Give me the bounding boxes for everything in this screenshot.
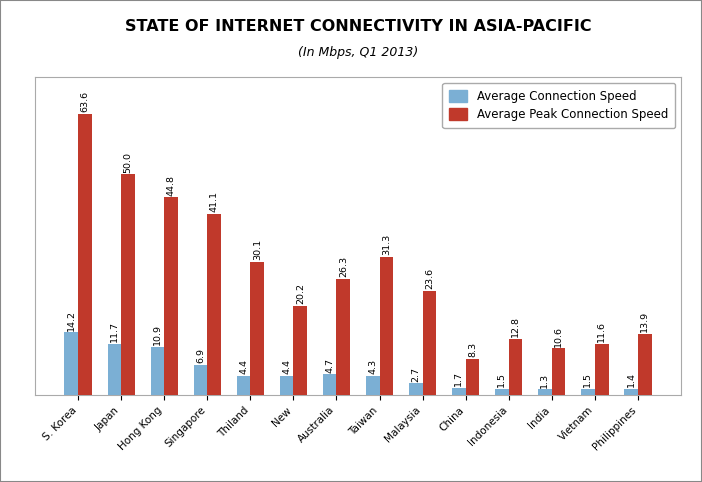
Bar — [638, 334, 651, 395]
Bar — [251, 262, 264, 395]
Bar — [538, 389, 552, 395]
Text: 1.4: 1.4 — [626, 372, 635, 388]
Text: 1.5: 1.5 — [583, 372, 592, 387]
Bar — [65, 333, 78, 395]
Text: 13.9: 13.9 — [640, 311, 649, 332]
Text: 26.3: 26.3 — [339, 256, 348, 277]
Bar — [495, 388, 509, 395]
Bar — [423, 291, 437, 395]
Bar — [366, 376, 380, 395]
Text: 8.3: 8.3 — [468, 342, 477, 357]
Text: 1.3: 1.3 — [541, 373, 550, 388]
Bar — [624, 389, 638, 395]
Text: 30.1: 30.1 — [253, 240, 262, 260]
Bar — [380, 257, 393, 395]
Bar — [581, 388, 595, 395]
Text: 10.9: 10.9 — [153, 324, 162, 345]
Text: 23.6: 23.6 — [425, 268, 434, 289]
Bar — [150, 347, 164, 395]
Text: 1.7: 1.7 — [454, 371, 463, 386]
Text: 50.0: 50.0 — [124, 151, 133, 173]
Text: 12.8: 12.8 — [511, 316, 520, 337]
Bar — [78, 114, 92, 395]
Bar — [164, 197, 178, 395]
Text: 44.8: 44.8 — [166, 174, 176, 196]
Bar — [552, 348, 566, 395]
Bar — [293, 306, 307, 395]
Text: 4.4: 4.4 — [282, 359, 291, 374]
Bar — [409, 383, 423, 395]
Text: 31.3: 31.3 — [382, 234, 391, 255]
Text: 20.2: 20.2 — [296, 283, 305, 304]
Text: 11.6: 11.6 — [597, 321, 606, 342]
Bar — [107, 344, 121, 395]
Bar — [465, 359, 479, 395]
Text: 41.1: 41.1 — [210, 191, 219, 212]
Bar — [279, 376, 293, 395]
Text: 1.5: 1.5 — [497, 372, 506, 387]
Text: 4.3: 4.3 — [368, 360, 377, 375]
Text: 2.7: 2.7 — [411, 366, 420, 382]
Bar — [194, 365, 207, 395]
Text: 4.4: 4.4 — [239, 359, 248, 374]
Bar — [207, 214, 221, 395]
Text: 4.7: 4.7 — [325, 358, 334, 373]
Text: 63.6: 63.6 — [81, 92, 90, 112]
Text: 6.9: 6.9 — [196, 348, 205, 363]
Text: 10.6: 10.6 — [554, 326, 563, 347]
Text: 11.7: 11.7 — [110, 321, 119, 342]
Legend: Average Connection Speed, Average Peak Connection Speed: Average Connection Speed, Average Peak C… — [442, 83, 675, 128]
Text: 14.2: 14.2 — [67, 310, 76, 331]
Bar — [323, 375, 336, 395]
Bar — [595, 344, 609, 395]
Bar — [336, 279, 350, 395]
Bar — [509, 339, 522, 395]
Bar — [121, 174, 135, 395]
Text: STATE OF INTERNET CONNECTIVITY IN ASIA-PACIFIC: STATE OF INTERNET CONNECTIVITY IN ASIA-P… — [125, 19, 591, 34]
Bar — [452, 388, 465, 395]
Text: (In Mbps, Q1 2013): (In Mbps, Q1 2013) — [298, 46, 418, 59]
Bar — [237, 376, 251, 395]
